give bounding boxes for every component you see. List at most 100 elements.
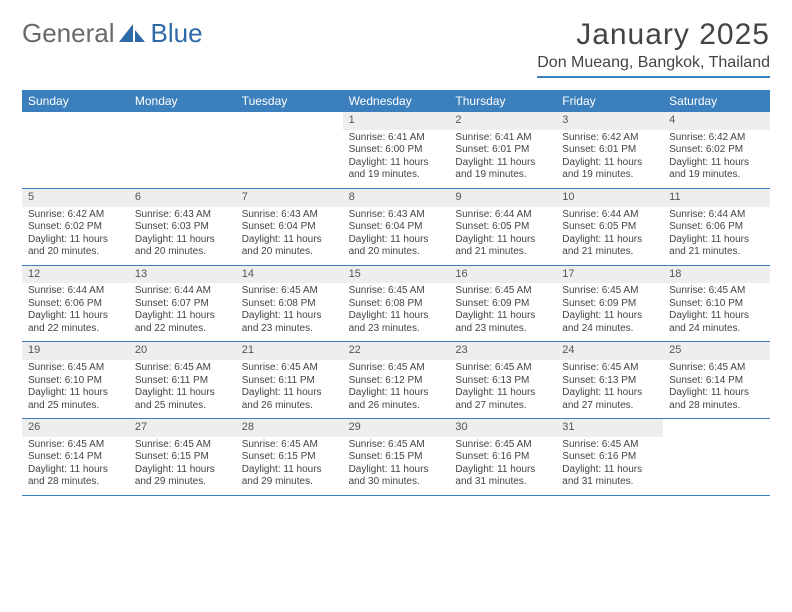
day-cell: 17Sunrise: 6:45 AMSunset: 6:09 PMDayligh… xyxy=(556,266,663,342)
day-body: Sunrise: 6:45 AMSunset: 6:16 PMDaylight:… xyxy=(556,437,663,495)
day-line: and 20 minutes. xyxy=(242,246,337,259)
day-number: 23 xyxy=(449,342,556,360)
day-line xyxy=(242,144,337,157)
day-line: Sunrise: 6:45 AM xyxy=(135,439,230,452)
day-cell: 4Sunrise: 6:42 AMSunset: 6:02 PMDaylight… xyxy=(663,112,770,188)
day-line: Sunset: 6:14 PM xyxy=(28,451,123,464)
day-cell: 12Sunrise: 6:44 AMSunset: 6:06 PMDayligh… xyxy=(22,266,129,342)
day-line xyxy=(28,132,123,145)
day-line: and 31 minutes. xyxy=(455,476,550,489)
logo-sail-icon xyxy=(119,20,145,47)
day-line: and 21 minutes. xyxy=(562,246,657,259)
day-number: 20 xyxy=(129,342,236,360)
day-cell xyxy=(22,112,129,188)
day-line: and 28 minutes. xyxy=(28,476,123,489)
day-line: Daylight: 11 hours xyxy=(455,234,550,247)
day-line: Sunset: 6:05 PM xyxy=(455,221,550,234)
day-line: Sunset: 6:09 PM xyxy=(455,298,550,311)
day-line: Daylight: 11 hours xyxy=(455,387,550,400)
day-line: Daylight: 11 hours xyxy=(349,157,444,170)
day-number: 21 xyxy=(236,342,343,360)
day-line: and 27 minutes. xyxy=(562,400,657,413)
day-line: Sunset: 6:03 PM xyxy=(135,221,230,234)
day-line: Sunset: 6:04 PM xyxy=(242,221,337,234)
day-line: Sunrise: 6:45 AM xyxy=(242,362,337,375)
day-line: Sunset: 6:11 PM xyxy=(242,375,337,388)
title-block: January 2025 Don Mueang, Bangkok, Thaila… xyxy=(537,18,770,78)
day-header-cell: Sunday xyxy=(22,90,129,112)
day-line: Sunrise: 6:45 AM xyxy=(349,285,444,298)
day-body: Sunrise: 6:45 AMSunset: 6:11 PMDaylight:… xyxy=(129,360,236,418)
day-number: 17 xyxy=(556,266,663,284)
day-line: Sunrise: 6:42 AM xyxy=(28,209,123,222)
day-cell: 19Sunrise: 6:45 AMSunset: 6:10 PMDayligh… xyxy=(22,342,129,418)
day-cell: 18Sunrise: 6:45 AMSunset: 6:10 PMDayligh… xyxy=(663,266,770,342)
day-number xyxy=(236,112,343,130)
day-number: 22 xyxy=(343,342,450,360)
day-line: Sunset: 6:08 PM xyxy=(349,298,444,311)
day-cell: 3Sunrise: 6:42 AMSunset: 6:01 PMDaylight… xyxy=(556,112,663,188)
day-line: Sunset: 6:09 PM xyxy=(562,298,657,311)
day-line: Sunrise: 6:45 AM xyxy=(669,285,764,298)
day-line: Daylight: 11 hours xyxy=(669,310,764,323)
day-cell: 8Sunrise: 6:43 AMSunset: 6:04 PMDaylight… xyxy=(343,189,450,265)
day-line: Sunrise: 6:45 AM xyxy=(562,362,657,375)
day-line: Sunrise: 6:41 AM xyxy=(455,132,550,145)
day-number: 13 xyxy=(129,266,236,284)
day-line: and 23 minutes. xyxy=(242,323,337,336)
day-number: 4 xyxy=(663,112,770,130)
calendar-weeks: 1Sunrise: 6:41 AMSunset: 6:00 PMDaylight… xyxy=(22,112,770,496)
day-number: 18 xyxy=(663,266,770,284)
day-line: Daylight: 11 hours xyxy=(349,234,444,247)
day-line xyxy=(669,439,764,452)
day-number: 27 xyxy=(129,419,236,437)
day-line: and 20 minutes. xyxy=(28,246,123,259)
day-line: Daylight: 11 hours xyxy=(135,310,230,323)
day-line xyxy=(669,451,764,464)
day-body: Sunrise: 6:44 AMSunset: 6:07 PMDaylight:… xyxy=(129,283,236,341)
day-cell: 27Sunrise: 6:45 AMSunset: 6:15 PMDayligh… xyxy=(129,419,236,495)
day-line: Daylight: 11 hours xyxy=(28,464,123,477)
day-cell: 20Sunrise: 6:45 AMSunset: 6:11 PMDayligh… xyxy=(129,342,236,418)
day-body xyxy=(22,130,129,188)
day-line: Sunset: 6:10 PM xyxy=(28,375,123,388)
day-line: Daylight: 11 hours xyxy=(455,310,550,323)
day-line: Sunrise: 6:45 AM xyxy=(455,362,550,375)
day-body: Sunrise: 6:45 AMSunset: 6:15 PMDaylight:… xyxy=(236,437,343,495)
day-number: 5 xyxy=(22,189,129,207)
day-body: Sunrise: 6:45 AMSunset: 6:15 PMDaylight:… xyxy=(129,437,236,495)
day-line: and 22 minutes. xyxy=(28,323,123,336)
day-line: Daylight: 11 hours xyxy=(135,387,230,400)
day-line: Sunset: 6:10 PM xyxy=(669,298,764,311)
day-line: Sunset: 6:15 PM xyxy=(135,451,230,464)
day-line: Sunrise: 6:45 AM xyxy=(242,439,337,452)
day-number: 3 xyxy=(556,112,663,130)
day-line xyxy=(135,169,230,182)
day-line: Sunrise: 6:45 AM xyxy=(455,439,550,452)
day-line: Daylight: 11 hours xyxy=(455,157,550,170)
day-line: Sunrise: 6:45 AM xyxy=(349,362,444,375)
day-body: Sunrise: 6:45 AMSunset: 6:10 PMDaylight:… xyxy=(663,283,770,341)
day-cell: 28Sunrise: 6:45 AMSunset: 6:15 PMDayligh… xyxy=(236,419,343,495)
day-line: Sunset: 6:02 PM xyxy=(669,144,764,157)
day-line: and 21 minutes. xyxy=(455,246,550,259)
day-line: and 25 minutes. xyxy=(28,400,123,413)
day-line: Sunset: 6:07 PM xyxy=(135,298,230,311)
week-row: 1Sunrise: 6:41 AMSunset: 6:00 PMDaylight… xyxy=(22,112,770,189)
day-header-cell: Monday xyxy=(129,90,236,112)
day-line: Sunrise: 6:44 AM xyxy=(562,209,657,222)
day-number: 2 xyxy=(449,112,556,130)
day-line: and 26 minutes. xyxy=(349,400,444,413)
day-line: Sunrise: 6:45 AM xyxy=(349,439,444,452)
day-body xyxy=(236,130,343,188)
day-header-cell: Saturday xyxy=(663,90,770,112)
day-line: Daylight: 11 hours xyxy=(562,464,657,477)
day-line: and 29 minutes. xyxy=(135,476,230,489)
day-number: 19 xyxy=(22,342,129,360)
day-cell xyxy=(663,419,770,495)
day-line: Sunrise: 6:43 AM xyxy=(349,209,444,222)
day-line: and 20 minutes. xyxy=(135,246,230,259)
day-line: Daylight: 11 hours xyxy=(242,387,337,400)
week-row: 5Sunrise: 6:42 AMSunset: 6:02 PMDaylight… xyxy=(22,189,770,266)
day-body: Sunrise: 6:44 AMSunset: 6:05 PMDaylight:… xyxy=(449,207,556,265)
